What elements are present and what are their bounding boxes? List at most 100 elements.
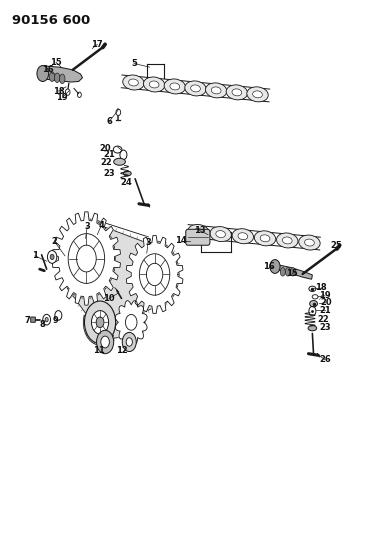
Text: 18: 18	[315, 283, 327, 292]
Circle shape	[43, 314, 50, 325]
Circle shape	[101, 336, 109, 348]
Circle shape	[270, 260, 280, 273]
Ellipse shape	[260, 235, 270, 242]
Circle shape	[91, 311, 109, 334]
Text: $\mathscr{f}$: $\mathscr{f}$	[318, 292, 325, 302]
Text: 19: 19	[319, 291, 331, 300]
Ellipse shape	[310, 301, 317, 307]
Ellipse shape	[191, 85, 200, 92]
Ellipse shape	[54, 73, 60, 83]
Circle shape	[126, 314, 137, 330]
Polygon shape	[67, 219, 179, 345]
Ellipse shape	[206, 83, 227, 98]
Ellipse shape	[210, 227, 231, 241]
Ellipse shape	[226, 85, 248, 100]
Circle shape	[116, 109, 121, 116]
Text: 5: 5	[131, 59, 137, 68]
Text: 8: 8	[40, 320, 46, 329]
Text: 25: 25	[331, 241, 343, 250]
Circle shape	[65, 89, 70, 95]
Polygon shape	[115, 301, 147, 344]
Polygon shape	[273, 264, 312, 279]
Ellipse shape	[282, 237, 292, 244]
Text: 4: 4	[98, 221, 104, 230]
Ellipse shape	[232, 229, 253, 244]
Ellipse shape	[312, 295, 318, 299]
Ellipse shape	[194, 229, 203, 236]
Circle shape	[47, 251, 57, 263]
Circle shape	[97, 330, 114, 354]
Text: 13: 13	[194, 226, 205, 235]
Circle shape	[146, 263, 163, 286]
Text: 12: 12	[117, 346, 128, 355]
Ellipse shape	[299, 235, 320, 250]
Text: 11: 11	[93, 346, 105, 355]
Circle shape	[77, 245, 96, 272]
Text: 6: 6	[106, 117, 112, 126]
Ellipse shape	[291, 268, 296, 276]
Polygon shape	[52, 212, 120, 305]
Text: 18: 18	[52, 86, 64, 95]
Ellipse shape	[114, 158, 126, 165]
Text: 23: 23	[319, 323, 331, 332]
Ellipse shape	[276, 233, 298, 248]
FancyBboxPatch shape	[31, 317, 35, 322]
Circle shape	[96, 317, 104, 328]
Text: 1: 1	[32, 252, 38, 260]
Ellipse shape	[49, 72, 55, 82]
Text: 3: 3	[84, 222, 90, 231]
Text: 7: 7	[24, 316, 30, 325]
Ellipse shape	[170, 83, 180, 90]
Text: 21: 21	[103, 150, 115, 159]
Polygon shape	[41, 66, 83, 82]
Ellipse shape	[247, 87, 268, 102]
Circle shape	[126, 338, 133, 346]
Ellipse shape	[185, 81, 206, 96]
Ellipse shape	[216, 231, 226, 238]
Text: 24: 24	[120, 178, 132, 187]
Ellipse shape	[129, 79, 138, 86]
Ellipse shape	[211, 87, 221, 94]
Ellipse shape	[124, 171, 131, 176]
Text: 90156 600: 90156 600	[13, 14, 91, 27]
Text: 10: 10	[103, 294, 115, 303]
Text: 19: 19	[56, 93, 68, 102]
Ellipse shape	[59, 74, 65, 84]
Ellipse shape	[253, 91, 262, 98]
FancyBboxPatch shape	[186, 229, 210, 245]
Text: 15: 15	[50, 58, 62, 67]
Circle shape	[37, 66, 48, 82]
Text: 20: 20	[320, 298, 332, 307]
Text: 9: 9	[52, 316, 58, 325]
Ellipse shape	[309, 286, 316, 292]
Ellipse shape	[123, 75, 144, 90]
Text: 23: 23	[103, 169, 115, 178]
Ellipse shape	[305, 239, 314, 246]
Ellipse shape	[149, 81, 159, 88]
Ellipse shape	[164, 79, 185, 94]
Text: 21: 21	[319, 305, 331, 314]
Circle shape	[122, 333, 136, 352]
Text: 22: 22	[101, 158, 113, 167]
Ellipse shape	[255, 231, 276, 246]
Text: 16: 16	[263, 262, 274, 271]
Text: 26: 26	[319, 355, 331, 364]
Ellipse shape	[280, 268, 285, 276]
Ellipse shape	[188, 224, 209, 239]
Ellipse shape	[308, 326, 317, 331]
Ellipse shape	[238, 233, 248, 240]
Text: 22: 22	[317, 315, 329, 324]
Text: 3: 3	[145, 238, 151, 247]
Circle shape	[84, 301, 116, 344]
Text: 2: 2	[52, 237, 57, 246]
Circle shape	[50, 254, 54, 260]
Text: 20: 20	[99, 144, 111, 153]
Circle shape	[45, 318, 48, 322]
Text: 17: 17	[91, 40, 103, 49]
Ellipse shape	[285, 268, 291, 276]
Text: 16: 16	[42, 66, 54, 74]
Ellipse shape	[143, 77, 165, 92]
Ellipse shape	[232, 89, 242, 96]
Ellipse shape	[113, 146, 122, 153]
Text: 15: 15	[286, 269, 298, 278]
